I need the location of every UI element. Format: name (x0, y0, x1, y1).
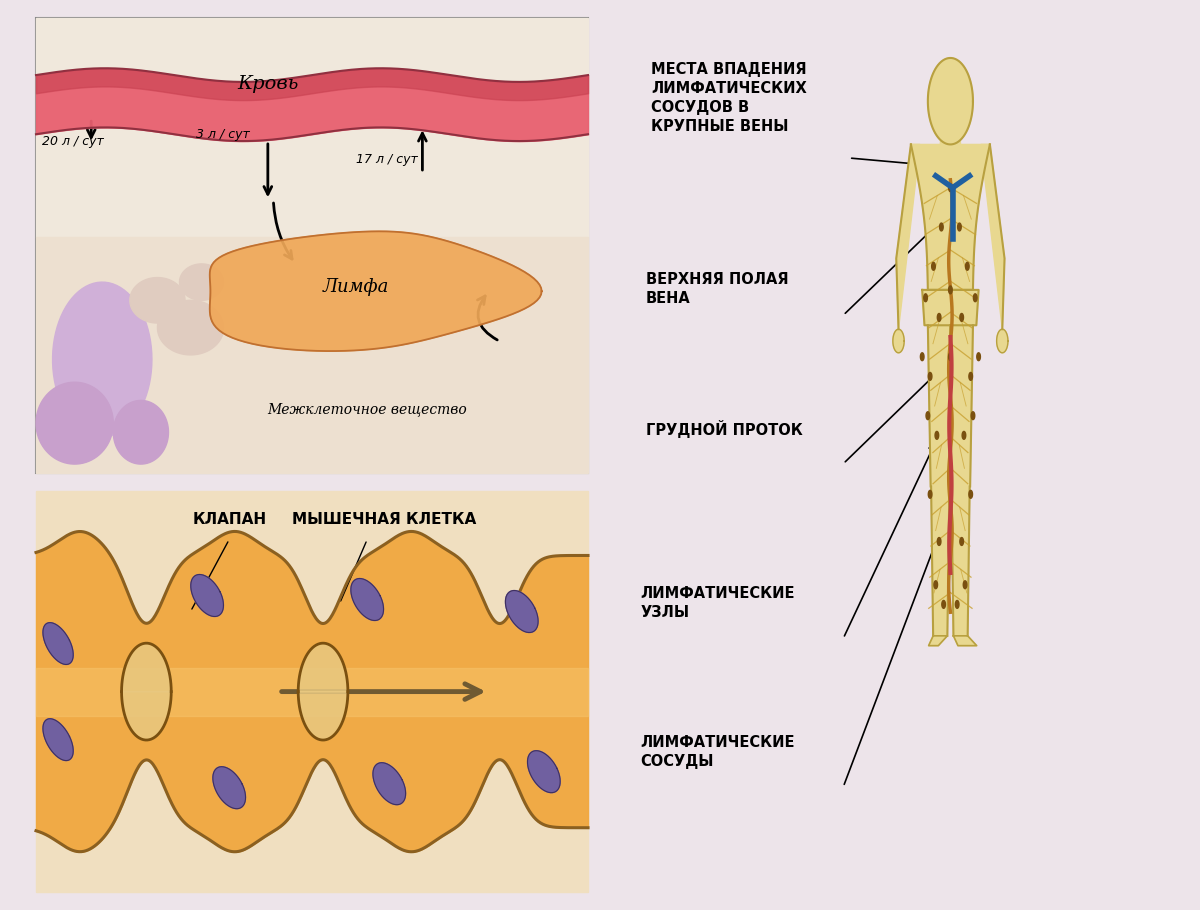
Polygon shape (948, 184, 953, 192)
Polygon shape (977, 353, 980, 360)
Polygon shape (212, 767, 246, 809)
Text: ЛИМФАТИЧЕСКИЕ
УЗЛЫ: ЛИМФАТИЧЕСКИЕ УЗЛЫ (641, 586, 794, 621)
Text: 3 л / сут: 3 л / сут (196, 127, 250, 141)
Polygon shape (968, 490, 972, 499)
Polygon shape (121, 692, 172, 740)
Polygon shape (929, 372, 932, 380)
Polygon shape (298, 643, 348, 692)
Polygon shape (210, 231, 541, 351)
Polygon shape (911, 145, 990, 290)
Polygon shape (954, 636, 977, 646)
Polygon shape (960, 313, 964, 321)
Polygon shape (950, 325, 973, 487)
Polygon shape (130, 278, 185, 323)
Polygon shape (962, 431, 966, 440)
Polygon shape (893, 329, 904, 353)
Polygon shape (896, 145, 920, 329)
Polygon shape (53, 282, 152, 437)
Polygon shape (934, 581, 937, 589)
Polygon shape (929, 636, 947, 646)
Polygon shape (960, 538, 964, 545)
Polygon shape (191, 574, 223, 616)
Polygon shape (966, 262, 970, 270)
Polygon shape (180, 264, 223, 300)
Text: Межклеточное вещество: Межклеточное вещество (268, 402, 467, 417)
Text: 20 л / сут: 20 л / сут (42, 135, 103, 147)
Polygon shape (935, 431, 938, 440)
Polygon shape (937, 313, 941, 321)
Polygon shape (928, 325, 950, 487)
Polygon shape (350, 579, 384, 621)
Text: 17 л / сут: 17 л / сут (356, 153, 418, 166)
Polygon shape (955, 601, 959, 608)
Polygon shape (931, 487, 949, 636)
Polygon shape (43, 622, 73, 664)
Polygon shape (980, 145, 1004, 329)
Text: Лимфа: Лимфа (323, 278, 389, 296)
Polygon shape (924, 294, 928, 302)
Polygon shape (948, 353, 953, 360)
Polygon shape (928, 58, 973, 145)
Bar (36, 18, 588, 473)
Polygon shape (920, 353, 924, 360)
Polygon shape (926, 411, 930, 420)
Text: МЫШЕЧНАЯ КЛЕТКА: МЫШЕЧНАЯ КЛЕТКА (292, 512, 476, 527)
Polygon shape (157, 300, 223, 355)
Polygon shape (973, 294, 977, 302)
Polygon shape (528, 751, 560, 793)
Polygon shape (298, 692, 348, 740)
Polygon shape (121, 643, 172, 692)
Polygon shape (43, 719, 73, 761)
Polygon shape (36, 237, 588, 473)
Polygon shape (941, 113, 960, 145)
Polygon shape (997, 329, 1008, 353)
Text: МЕСТА ВПАДЕНИЯ
ЛИМФАТИЧЕСКИХ
СОСУДОВ В
КРУПНЫЕ ВЕНЫ: МЕСТА ВПАДЕНИЯ ЛИМФАТИЧЕСКИХ СОСУДОВ В К… (652, 62, 808, 135)
Polygon shape (940, 223, 943, 231)
Text: ГРУДНОЙ ПРОТОК: ГРУДНОЙ ПРОТОК (646, 420, 803, 438)
Polygon shape (942, 601, 946, 608)
Polygon shape (968, 372, 972, 380)
Polygon shape (373, 763, 406, 804)
Polygon shape (36, 491, 588, 892)
Text: Кровь: Кровь (238, 76, 299, 93)
Text: КЛАПАН: КЛАПАН (192, 512, 266, 527)
Polygon shape (948, 286, 953, 294)
Polygon shape (958, 223, 961, 231)
Polygon shape (929, 490, 932, 499)
Polygon shape (952, 487, 970, 636)
Text: ВЕРХНЯЯ ПОЛАЯ
ВЕНА: ВЕРХНЯЯ ПОЛАЯ ВЕНА (646, 271, 788, 306)
Polygon shape (36, 382, 113, 464)
Polygon shape (505, 591, 538, 632)
Text: ЛИМФАТИЧЕСКИЕ
СОСУДЫ: ЛИМФАТИЧЕСКИЕ СОСУДЫ (641, 734, 794, 769)
Polygon shape (964, 581, 967, 589)
Polygon shape (113, 400, 168, 464)
Polygon shape (922, 290, 979, 325)
Polygon shape (971, 411, 974, 420)
Polygon shape (931, 262, 935, 270)
Polygon shape (937, 538, 941, 545)
Polygon shape (36, 18, 588, 237)
